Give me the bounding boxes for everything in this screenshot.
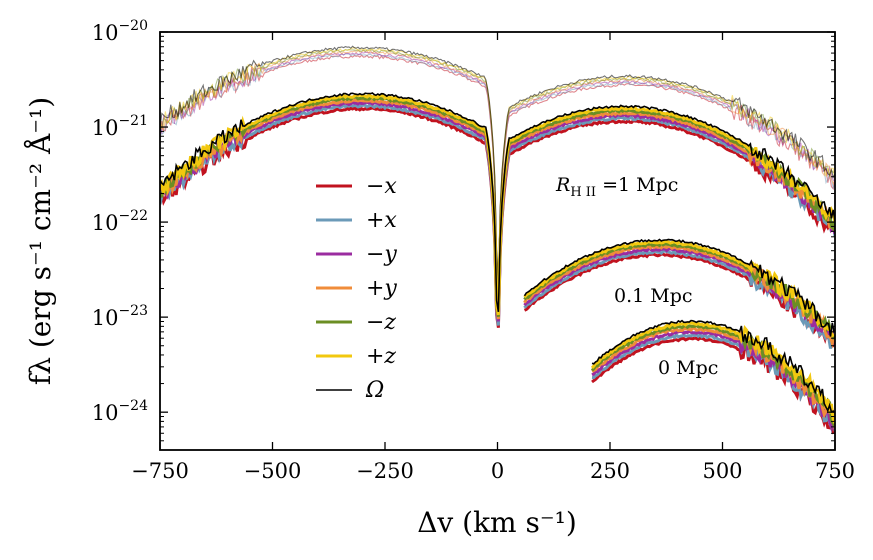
x-axis-ticks: −750 −500 −250 0 250 500 750 <box>131 32 855 483</box>
legend-label: +z <box>366 344 396 369</box>
legend-label: −z <box>366 310 396 335</box>
y-axis-ticks: 10−20 10−21 10−22 10−23 10−24 <box>92 18 835 451</box>
y-tick-label: 10−20 <box>92 18 148 45</box>
y-tick-label: 10−24 <box>92 398 148 425</box>
spectrum-curves <box>160 45 835 435</box>
series-line-1mpc-thin <box>160 45 835 281</box>
plot-frame <box>159 31 836 451</box>
annotation-0.1mpc: 0.1 Mpc <box>614 285 693 307</box>
series-line-0.1mpc <box>523 239 835 338</box>
y-tick-label: 10−21 <box>92 113 148 140</box>
series-line-0.1mpc <box>523 252 835 348</box>
y-tick-label: 10−23 <box>92 303 148 330</box>
series-line-1mpc-thin <box>160 49 835 285</box>
series-line-1mpc-thin <box>160 48 835 284</box>
annotation-1mpc: RH II =1 Mpc <box>555 174 678 200</box>
x-tick-label: 250 <box>590 459 630 483</box>
legend: −x +x −y +y −z +z Ω <box>316 174 397 403</box>
series-line-0mpc <box>590 321 835 424</box>
series-line-0.1mpc <box>523 238 835 337</box>
series-line-0mpc <box>591 336 835 435</box>
series-line-1mpc <box>160 92 835 313</box>
legend-label: Ω <box>365 378 384 403</box>
series-line-1mpc-thin <box>160 46 835 283</box>
y-axis-label: fλ (erg s⁻¹ cm⁻² Å⁻¹) <box>24 97 57 385</box>
legend-label: −y <box>366 242 397 267</box>
series-line-0mpc <box>591 332 835 433</box>
legend-label: −x <box>366 174 397 199</box>
x-tick-label: −500 <box>244 459 302 483</box>
series-line-1mpc-thin <box>160 53 835 287</box>
x-tick-label: 500 <box>702 459 742 483</box>
annotation-0mpc: 0 Mpc <box>658 357 718 379</box>
legend-label: +x <box>366 208 397 233</box>
x-tick-label: 750 <box>815 459 855 483</box>
series-line-1mpc-thin <box>160 51 835 286</box>
x-axis-label: Δv (km s⁻¹) <box>417 506 577 539</box>
x-tick-label: 0 <box>491 459 504 483</box>
legend-label: +y <box>366 276 397 301</box>
series-line-1mpc-thin <box>160 54 835 288</box>
x-tick-label: −250 <box>356 459 414 483</box>
x-tick-label: −750 <box>131 459 189 483</box>
y-tick-label: 10−22 <box>92 208 148 235</box>
series-line-0mpc <box>591 319 835 414</box>
